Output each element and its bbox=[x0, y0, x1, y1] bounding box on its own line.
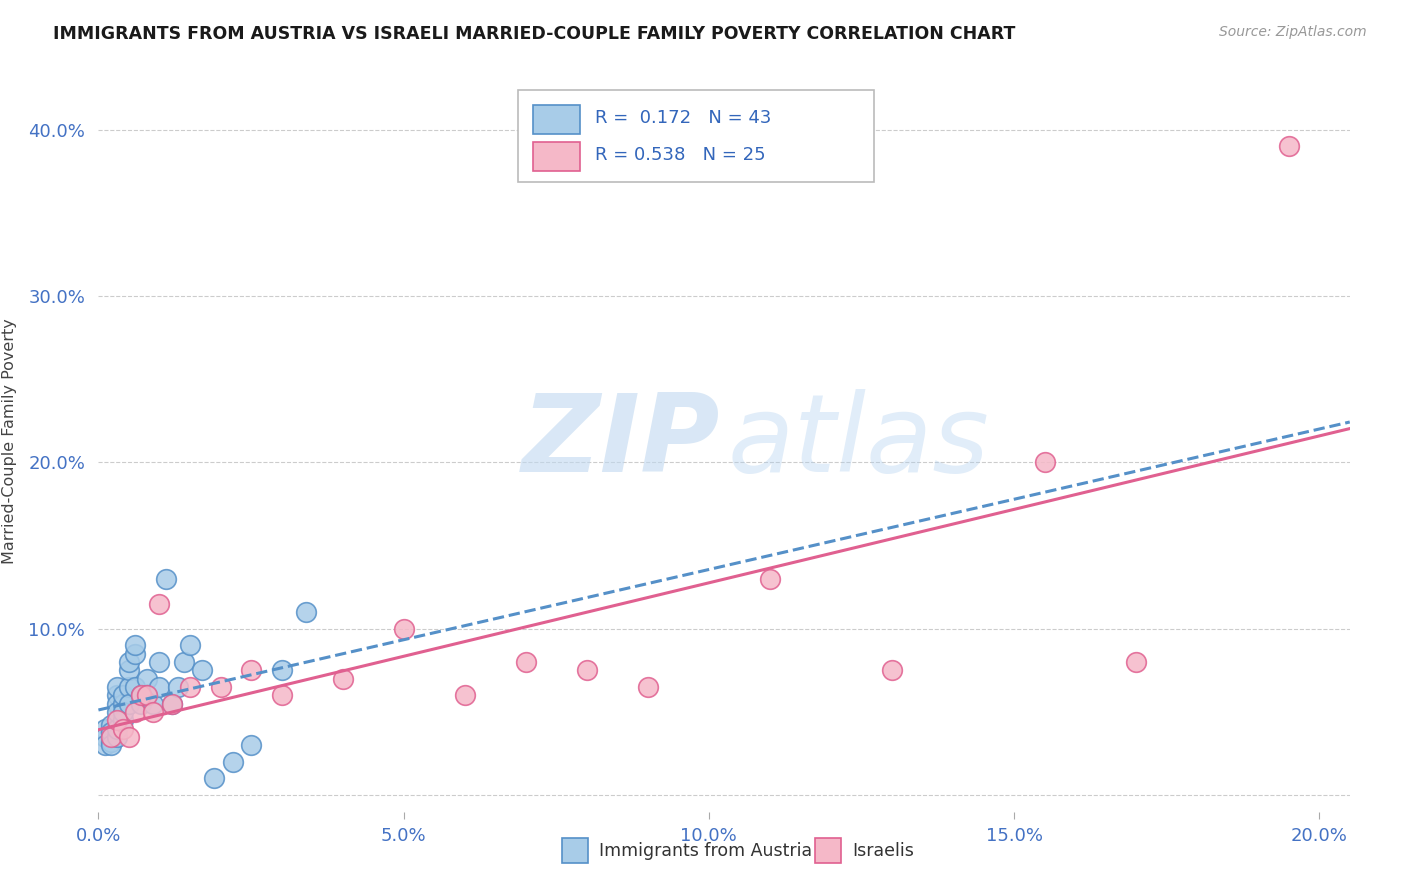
Point bbox=[111, 697, 134, 711]
Point bbox=[118, 697, 141, 711]
Point bbox=[136, 672, 159, 686]
Point bbox=[880, 663, 903, 677]
Text: IMMIGRANTS FROM AUSTRIA VS ISRAELI MARRIED-COUPLE FAMILY POVERTY CORRELATION CHA: IMMIGRANTS FROM AUSTRIA VS ISRAELI MARRI… bbox=[53, 25, 1015, 43]
Point bbox=[1033, 455, 1056, 469]
Point bbox=[105, 713, 128, 727]
Point bbox=[129, 688, 152, 702]
Point bbox=[179, 680, 201, 694]
Point bbox=[222, 755, 245, 769]
FancyBboxPatch shape bbox=[533, 142, 581, 171]
Point bbox=[111, 722, 134, 736]
Point bbox=[295, 605, 318, 619]
Point bbox=[100, 735, 122, 749]
Text: atlas: atlas bbox=[728, 389, 990, 494]
Point bbox=[111, 688, 134, 702]
Point bbox=[118, 655, 141, 669]
Point bbox=[240, 738, 263, 752]
Text: Israelis: Israelis bbox=[852, 842, 914, 860]
Point bbox=[136, 688, 159, 702]
Point bbox=[100, 718, 122, 732]
Point bbox=[124, 680, 146, 694]
Point bbox=[148, 655, 170, 669]
Point bbox=[575, 663, 598, 677]
Text: R = 0.538   N = 25: R = 0.538 N = 25 bbox=[595, 146, 766, 164]
Point bbox=[202, 772, 225, 786]
Point bbox=[191, 663, 214, 677]
Text: ZIP: ZIP bbox=[522, 389, 720, 494]
Point bbox=[637, 680, 659, 694]
Point bbox=[118, 680, 141, 694]
Point bbox=[111, 713, 134, 727]
Point bbox=[453, 688, 475, 702]
Point bbox=[515, 655, 537, 669]
Point bbox=[129, 697, 152, 711]
Point bbox=[209, 680, 232, 694]
Point bbox=[129, 688, 152, 702]
Point bbox=[759, 572, 782, 586]
Point bbox=[136, 688, 159, 702]
Point bbox=[124, 638, 146, 652]
Point bbox=[105, 697, 128, 711]
Point bbox=[93, 738, 115, 752]
Y-axis label: Married-Couple Family Poverty: Married-Couple Family Poverty bbox=[3, 318, 17, 565]
Point bbox=[105, 688, 128, 702]
Point bbox=[118, 730, 141, 744]
Point bbox=[166, 680, 188, 694]
Point bbox=[111, 705, 134, 719]
Point bbox=[105, 680, 128, 694]
Point bbox=[270, 663, 292, 677]
Point bbox=[392, 622, 415, 636]
Text: Immigrants from Austria: Immigrants from Austria bbox=[599, 842, 813, 860]
Point bbox=[148, 597, 170, 611]
Point bbox=[148, 680, 170, 694]
Point bbox=[105, 705, 128, 719]
Point bbox=[160, 697, 183, 711]
Point bbox=[179, 638, 201, 652]
Point bbox=[100, 724, 122, 739]
Point bbox=[105, 730, 128, 744]
Point bbox=[100, 730, 122, 744]
Point bbox=[1278, 139, 1301, 153]
Point bbox=[173, 655, 195, 669]
Point bbox=[270, 688, 292, 702]
Point bbox=[100, 738, 122, 752]
Point bbox=[124, 647, 146, 661]
Point bbox=[1125, 655, 1147, 669]
Point bbox=[105, 722, 128, 736]
Point bbox=[100, 724, 122, 739]
FancyBboxPatch shape bbox=[533, 104, 581, 135]
Point bbox=[118, 663, 141, 677]
Point bbox=[160, 697, 183, 711]
Text: R =  0.172   N = 43: R = 0.172 N = 43 bbox=[595, 109, 772, 127]
Point bbox=[93, 730, 115, 744]
Point bbox=[155, 572, 177, 586]
Point bbox=[124, 705, 146, 719]
Point bbox=[240, 663, 263, 677]
Text: Source: ZipAtlas.com: Source: ZipAtlas.com bbox=[1219, 25, 1367, 39]
Point bbox=[93, 722, 115, 736]
Point bbox=[142, 697, 165, 711]
Point bbox=[142, 705, 165, 719]
FancyBboxPatch shape bbox=[517, 90, 875, 183]
Point bbox=[332, 672, 354, 686]
